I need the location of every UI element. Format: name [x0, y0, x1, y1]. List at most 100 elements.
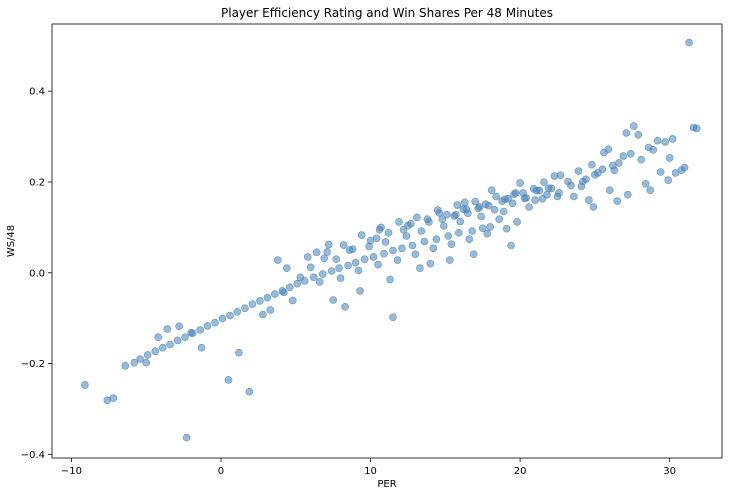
scatter-point	[335, 264, 343, 273]
scatter-point	[324, 240, 333, 249]
scatter-point	[393, 256, 402, 264]
scatter-point	[259, 310, 267, 319]
scatter-point	[369, 253, 378, 261]
scatter-point	[653, 136, 662, 145]
y-tick-label: −0.2	[21, 359, 45, 370]
scatter-point	[502, 224, 511, 233]
scatter-point	[315, 278, 324, 286]
scatter-point	[256, 297, 264, 305]
scatter-point	[339, 241, 348, 249]
scatter-point	[591, 170, 599, 179]
scatter-point	[644, 143, 653, 152]
scatter-point	[604, 145, 613, 154]
scatter-point	[166, 340, 174, 349]
scatter-point	[351, 258, 360, 267]
scatter-point	[613, 197, 622, 205]
y-tick-label: −0.4	[21, 450, 45, 461]
scatter-point	[619, 152, 628, 160]
scatter-point	[266, 306, 275, 314]
x-tick-label: 20	[514, 466, 527, 477]
scatter-point	[445, 256, 454, 264]
scatter-point	[154, 333, 162, 342]
scatter-point	[417, 227, 426, 235]
scatter-point	[279, 288, 288, 297]
chart-title: Player Efficiency Rating and Win Shares …	[221, 6, 553, 20]
scatter-point	[218, 314, 227, 323]
scatter-point	[182, 433, 191, 442]
scatter-point	[442, 210, 451, 219]
scatter-point	[142, 358, 150, 367]
scatter-point	[407, 219, 415, 228]
scatter-point	[555, 189, 563, 197]
scatter-point	[508, 199, 517, 208]
scatter-point	[187, 328, 195, 337]
scatter-point	[81, 381, 89, 389]
scatter-point	[454, 229, 463, 237]
x-tick-label: 0	[218, 466, 224, 477]
scatter-point	[671, 169, 680, 177]
scatter-point	[513, 218, 521, 226]
scatter-point	[130, 358, 139, 367]
scatter-point	[656, 168, 665, 176]
scatter-point	[622, 129, 631, 137]
scatter-point	[634, 131, 643, 139]
scatter-point	[306, 263, 315, 272]
scatter-point	[574, 167, 583, 175]
scatter-point	[386, 275, 394, 284]
scatter-point	[175, 322, 183, 331]
scatter-point	[685, 38, 693, 47]
scatter-point	[377, 223, 385, 232]
scatter-point	[173, 336, 182, 345]
scatter-point	[462, 205, 471, 213]
scatter-point	[233, 307, 242, 316]
scatter-point	[511, 189, 520, 197]
scatter-point	[507, 241, 515, 250]
scatter-point	[520, 194, 529, 203]
scatter-point	[296, 273, 305, 282]
data-points	[81, 38, 701, 442]
scatter-point	[303, 253, 312, 261]
scatter-point	[429, 244, 438, 253]
scatter-point	[540, 178, 548, 186]
scatter-point	[567, 181, 575, 190]
scatter-point	[692, 124, 701, 133]
scatter-point	[151, 347, 159, 356]
y-tick-label: 0.0	[29, 268, 45, 279]
scatter-point	[475, 203, 484, 211]
scatter-point	[610, 166, 619, 174]
scatter-point	[516, 179, 524, 187]
scatter-point	[460, 198, 469, 207]
scatter-point	[197, 343, 206, 352]
scatter-point	[408, 241, 417, 250]
scatter-point	[447, 240, 456, 248]
scatter-point	[570, 192, 578, 201]
scatter-point	[589, 203, 598, 211]
scatter-point	[598, 165, 607, 174]
scatter-point	[380, 249, 388, 258]
scatter-point	[332, 255, 341, 264]
scatter-point	[420, 237, 429, 246]
scatter-point	[588, 160, 596, 169]
scatter-point	[432, 235, 441, 243]
scatter-point	[626, 150, 635, 158]
scatter-point	[323, 248, 332, 256]
scatter-point	[402, 232, 411, 240]
scatter-point	[538, 195, 547, 203]
scatter-point	[664, 176, 673, 184]
scatter-point	[478, 224, 487, 233]
scatter-point	[531, 196, 539, 204]
scatter-point	[435, 209, 444, 217]
scatter-point	[495, 215, 504, 223]
scatter-point	[354, 266, 363, 275]
scatter-point	[550, 172, 559, 180]
scatter-point	[680, 163, 689, 172]
scatter-point	[293, 279, 302, 288]
scatter-point	[395, 218, 403, 226]
scatter-point	[413, 213, 421, 222]
scatter-point	[426, 259, 435, 268]
scatter-point	[320, 254, 329, 263]
scatter-point	[579, 177, 587, 186]
y-tick-label: 0.2	[29, 177, 45, 188]
scatter-point	[411, 250, 420, 258]
